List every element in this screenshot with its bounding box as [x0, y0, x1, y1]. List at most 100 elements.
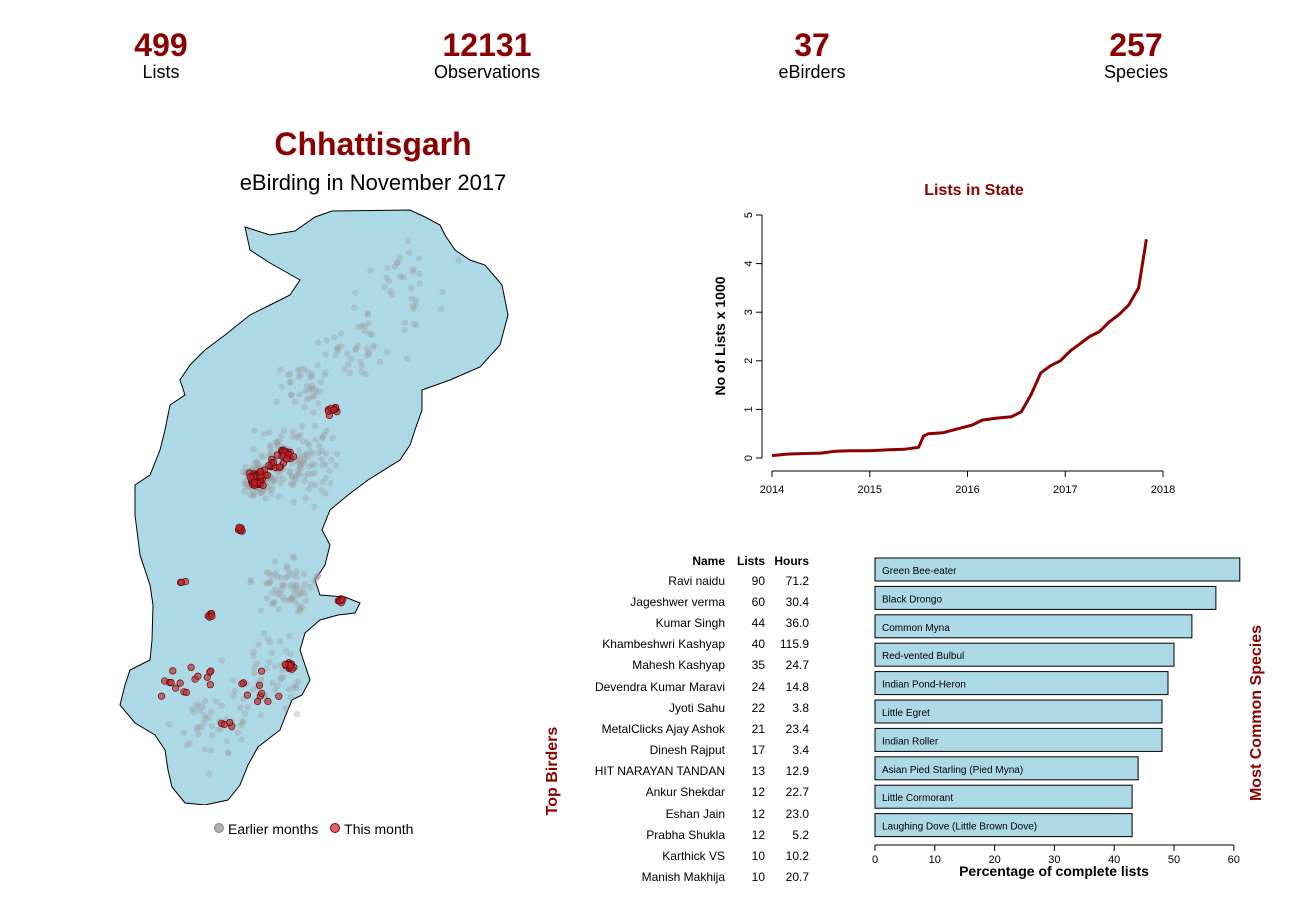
earlier-month-point [409, 268, 416, 275]
top-birders-table: Name Lists Hours Ravi naidu 90 71.2 Jageshw… [585, 552, 809, 888]
earlier-month-point [334, 347, 342, 354]
earlier-month-point [354, 342, 361, 349]
earlier-month-point [352, 289, 359, 296]
earlier-month-point [276, 590, 284, 597]
stat-ebirders: 37 eBirders [712, 28, 912, 82]
earlier-month-point [295, 469, 303, 477]
earlier-month-point [257, 452, 265, 459]
earlier-month-point [288, 473, 296, 480]
earlier-month-point [309, 450, 317, 458]
earlier-month-point [298, 460, 306, 467]
earlier-month-point [309, 392, 317, 399]
earlier-month-point [295, 602, 302, 609]
earlier-month-point [288, 594, 296, 602]
earlier-month-point [311, 422, 319, 430]
earlier-month-point [284, 573, 292, 580]
earlier-month-point [332, 351, 339, 359]
earlier-month-point [288, 391, 295, 398]
earlier-month-point [401, 326, 408, 334]
this-month-point [263, 471, 271, 479]
earlier-month-point [303, 450, 311, 457]
species-bar-label: Black Drongo [882, 594, 942, 605]
earlier-month-point [301, 455, 308, 463]
this-month-point [169, 667, 177, 675]
earlier-month-point [296, 461, 304, 469]
earlier-month-point [319, 462, 326, 469]
earlier-month-point [394, 259, 401, 266]
earlier-month-point [300, 365, 308, 373]
stat-species-value: 257 [1109, 27, 1163, 63]
earlier-month-point [280, 427, 288, 434]
this-month-point [287, 662, 295, 670]
earlier-month-point [259, 489, 266, 496]
earlier-month-point [301, 451, 309, 458]
earlier-month-point [400, 274, 407, 281]
this-month-point [246, 473, 254, 481]
earlier-month-point [287, 582, 294, 590]
species-bar [874, 756, 1139, 781]
this-month-point [194, 672, 202, 680]
this-month-point [235, 523, 243, 532]
earlier-month-point [370, 344, 377, 351]
earlier-month-point [275, 437, 283, 444]
earlier-month-point [364, 345, 371, 352]
stat-lists-label: Lists [142, 62, 180, 82]
earlier-month-point [265, 569, 273, 577]
earlier-month-point [290, 571, 297, 578]
earlier-month-point [332, 462, 339, 469]
earlier-month-point [269, 589, 276, 597]
earlier-month-point [318, 487, 325, 494]
this-month-point [330, 406, 338, 414]
earlier-month-point [319, 479, 326, 486]
earlier-month-point [290, 587, 297, 595]
species-bar [874, 727, 1163, 752]
earlier-month-point [311, 393, 318, 400]
earlier-month-point [296, 458, 303, 466]
birder-name: Ankur Shekdar [645, 785, 725, 800]
birder-hours: 115.9 [779, 637, 809, 652]
birder-name: Khambeshwri Kashyap [602, 637, 725, 652]
earlier-month-point [358, 368, 365, 376]
earlier-month-point [285, 597, 292, 604]
earlier-month-point [289, 581, 297, 588]
this-month-point [283, 455, 291, 463]
birder-lists: 10 [751, 870, 765, 885]
species-bar [874, 557, 1241, 582]
earlier-month-point [183, 742, 191, 749]
earlier-month-point [165, 721, 173, 728]
lists-line-chart: Lists in State No of Lists x 1000 0 1 2 3 4 5… [712, 182, 1175, 496]
earlier-month-point [301, 403, 308, 411]
birder-lists: 22 [751, 700, 765, 715]
earlier-month-point [266, 659, 273, 666]
earlier-month-point [365, 349, 372, 356]
birder-hours: 12.9 [785, 764, 809, 779]
earlier-month-point [376, 358, 384, 365]
bar-x-tick-label: 10 [929, 854, 941, 866]
earlier-month-point [381, 283, 388, 291]
earlier-month-point [282, 705, 289, 712]
earlier-month-point [404, 237, 412, 244]
earlier-month-point [278, 674, 286, 681]
earlier-month-point [277, 366, 284, 374]
birder-hours: 22.7 [785, 785, 809, 800]
earlier-month-point [346, 370, 353, 377]
earlier-month-point [299, 585, 306, 593]
earlier-month-point [269, 484, 276, 492]
earlier-month-point [286, 569, 294, 576]
x-tick-label: 2016 [955, 484, 979, 496]
earlier-month-point [291, 554, 298, 562]
x-tick-label: 2014 [760, 484, 784, 496]
earlier-month-point [206, 770, 213, 777]
earlier-month-point [307, 384, 314, 391]
earlier-month-point [383, 349, 391, 356]
species-bar-label: Indian Pond-Heron [882, 680, 966, 691]
earlier-month-point [240, 480, 248, 487]
this-month-point [167, 679, 175, 687]
this-month-point [258, 689, 266, 697]
species-bar-label: Asian Pied Starling (Pied Myna) [882, 765, 1023, 776]
earlier-month-point [357, 322, 365, 329]
earlier-month-point [412, 296, 419, 304]
this-month-point [157, 692, 166, 700]
earlier-month-point [263, 580, 270, 587]
earlier-month-point [297, 588, 304, 596]
